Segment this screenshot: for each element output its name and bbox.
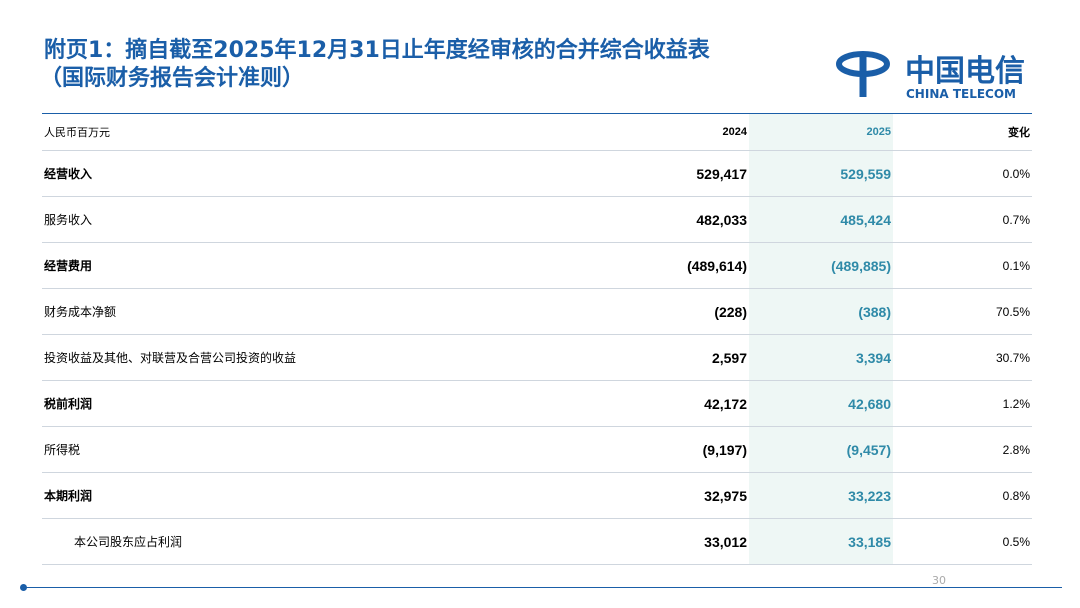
- cell: (388): [749, 288, 893, 335]
- cell: 0.0%: [893, 150, 1032, 197]
- title: （国际财务报告会计准则）: [40, 66, 305, 91]
- logo-icon: [836, 51, 890, 97]
- cell: 42,172: [605, 380, 749, 427]
- column-header: 2025: [749, 114, 893, 151]
- cell: 0.1%: [893, 242, 1032, 289]
- cell: 0.8%: [893, 472, 1032, 519]
- cell: (9,457): [749, 426, 893, 473]
- row-label: 经营费用: [42, 242, 605, 289]
- cell: 2.8%: [893, 426, 1032, 473]
- cell: 3,394: [749, 334, 893, 381]
- cell: (228): [605, 288, 749, 335]
- cell: 2,597: [605, 334, 749, 381]
- cell: (489,614): [605, 242, 749, 289]
- cell: 70.5%: [893, 288, 1032, 335]
- footer-rule: [22, 587, 1062, 588]
- cell: 529,559: [749, 150, 893, 197]
- row-label: 本期利润: [42, 472, 605, 519]
- cell: 33,223: [749, 472, 893, 519]
- column-header: 人民币百万元: [42, 114, 605, 151]
- cell: 0.5%: [893, 518, 1032, 565]
- row-label: 服务收入: [42, 196, 605, 243]
- cell: 1.2%: [893, 380, 1032, 427]
- column-header: 2024: [605, 114, 749, 151]
- table: 人民币百万元 2024 2025 变化经营收入 529,417 529,559 0.0% 服务…: [42, 114, 1032, 565]
- cell: 33,185: [749, 518, 893, 565]
- page-number: 30: [932, 574, 946, 587]
- dot: [20, 584, 27, 591]
- cell: (489,885): [749, 242, 893, 289]
- row-label: 本公司股东应占利润: [42, 518, 605, 565]
- row-label: 投资收益及其他、对联营及合营公司投资的收益: [42, 334, 605, 381]
- cell: 482,033: [605, 196, 749, 243]
- cell: 485,424: [749, 196, 893, 243]
- row-label: 所得税: [42, 426, 605, 473]
- rule: [42, 113, 1032, 114]
- title: 附页1：摘自截至2025年12月31日止年度经审核的合并综合收益表: [44, 38, 710, 63]
- cell: 33,012: [605, 518, 749, 565]
- cell: 529,417: [605, 150, 749, 197]
- cell: 32,975: [605, 472, 749, 519]
- row-label: 财务成本净额: [42, 288, 605, 335]
- cell: 42,680: [749, 380, 893, 427]
- row-label: 税前利润: [42, 380, 605, 427]
- logo-cn: 中国电信: [905, 54, 1025, 89]
- row-label: 经营收入: [42, 150, 605, 197]
- cell: 0.7%: [893, 196, 1032, 243]
- column-header: 变化: [893, 114, 1032, 151]
- cell: 30.7%: [893, 334, 1032, 381]
- cell: (9,197): [605, 426, 749, 473]
- logo-en: CHINA TELECOM: [906, 87, 1016, 101]
